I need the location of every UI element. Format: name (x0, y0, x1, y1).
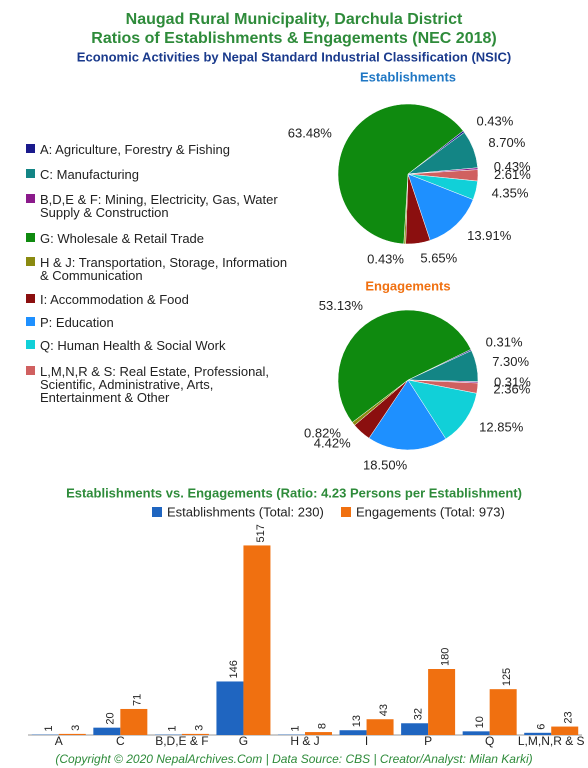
pie-label: 4.35% (492, 186, 529, 201)
pie-label: 0.43% (367, 251, 404, 266)
pie-title: Establishments (360, 69, 456, 84)
bar-value-label: 3 (193, 725, 205, 731)
legend-label: Engagements (Total: 973) (356, 504, 505, 519)
legend-label: Establishments (Total: 230) (167, 504, 324, 519)
bar-value-label: 6 (536, 724, 548, 730)
legend-label: I: Accommodation & Food (40, 292, 189, 307)
bar (489, 689, 517, 735)
bar-value-label: 146 (228, 660, 240, 678)
legend-label: P: Education (40, 315, 114, 330)
bar-value-label: 71 (132, 694, 144, 706)
pie-label: 2.36% (493, 382, 530, 397)
legend-swatch (26, 144, 35, 153)
pie-label: 5.65% (420, 251, 457, 266)
pie-label: 7.30% (492, 354, 529, 369)
bar (216, 681, 244, 735)
pie-label: 18.50% (363, 457, 408, 472)
legend-swatch (152, 507, 162, 517)
legend-swatch (26, 340, 35, 349)
bar (181, 733, 209, 735)
legend-label: C: Manufacturing (40, 167, 139, 182)
bar-value-label: 1 (166, 726, 178, 732)
x-tick-label: C (116, 734, 125, 748)
bar (243, 545, 271, 735)
bar (524, 732, 552, 735)
legend-swatch (26, 257, 35, 266)
bar-title: Establishments vs. Engagements (Ratio: 4… (66, 485, 522, 500)
bar-value-label: 517 (255, 524, 267, 542)
x-tick-label: P (424, 734, 432, 748)
pie-label: 0.31% (494, 374, 531, 389)
x-tick-label: B,D,E & F (155, 734, 208, 748)
subtitle: Economic Activities by Nepal Standard In… (77, 49, 511, 64)
pie-label: 12.85% (479, 420, 524, 435)
legend-swatch (26, 294, 35, 303)
pie-slice (337, 309, 472, 423)
legend-swatch (26, 366, 35, 375)
pie-label: 4.42% (314, 436, 351, 451)
legend-swatch (341, 507, 351, 517)
legend-label: G: Wholesale & Retail Trade (40, 231, 205, 246)
bar-value-label: 23 (563, 711, 575, 723)
legend-swatch (26, 233, 35, 242)
bar-value-label: 13 (351, 715, 363, 727)
bar (339, 730, 367, 735)
bar-value-label: 125 (501, 668, 513, 686)
legend-swatch (26, 169, 35, 178)
x-tick-label: G (239, 734, 248, 748)
pie-label: 0.82% (304, 425, 341, 440)
bar-value-label: 180 (440, 648, 452, 666)
title: Ratios of Establishments & Engagements (… (91, 30, 496, 47)
bar-value-label: 1 (289, 726, 301, 732)
title: Naugad Rural Municipality, Darchula Dist… (126, 11, 463, 28)
x-tick-label: A (55, 734, 63, 748)
bar (551, 726, 579, 735)
pie-label: 13.91% (467, 228, 512, 243)
pie-label: 63.48% (288, 125, 333, 140)
bar-value-label: 43 (378, 704, 390, 716)
legend-label: Q: Human Health & Social Work (40, 338, 226, 353)
x-tick-label: I (365, 734, 368, 748)
x-tick-label: H & J (290, 734, 319, 748)
footer: (Copyright © 2020 NepalArchives.Com | Da… (55, 752, 532, 766)
pie-title: Engagements (365, 278, 450, 293)
bar-value-label: 10 (474, 716, 486, 728)
pie-label: 0.43% (494, 159, 531, 174)
x-tick-label: L,M,N,R & S (518, 734, 585, 748)
bar (305, 732, 332, 735)
legend-label: L,M,N,R & S: Real Estate, Professional, … (40, 364, 270, 405)
bar (58, 733, 86, 735)
legend-label: A: Agriculture, Forestry & Fishing (40, 142, 231, 157)
pie-slice (337, 103, 464, 245)
bar-value-label: 1 (43, 726, 55, 732)
legend-swatch (26, 194, 35, 203)
pie-label: 8.70% (488, 135, 525, 150)
pie-slice (407, 173, 474, 241)
bar-value-label: 8 (316, 723, 328, 729)
x-tick-label: Q (485, 734, 494, 748)
legend-label: H & J: Transportation, Storage, Informat… (40, 255, 288, 283)
bar (401, 723, 429, 735)
legend-label: B,D,E & F: Mining, Electricity, Gas, Wat… (40, 192, 278, 220)
bar (462, 731, 490, 735)
pie-label: 0.31% (486, 334, 523, 349)
bar (120, 708, 148, 735)
bar-value-label: 3 (70, 725, 82, 731)
legend-swatch (26, 317, 35, 326)
pie-label: 0.43% (476, 113, 513, 128)
bar-value-label: 32 (413, 708, 425, 720)
bar (428, 669, 456, 735)
bar-value-label: 20 (105, 712, 117, 724)
bar (93, 727, 121, 735)
pie-slice (368, 379, 447, 451)
pie-slice (407, 379, 478, 440)
pie-label: 2.61% (494, 167, 531, 182)
pie-label: 53.13% (319, 298, 364, 313)
bar (366, 719, 394, 735)
